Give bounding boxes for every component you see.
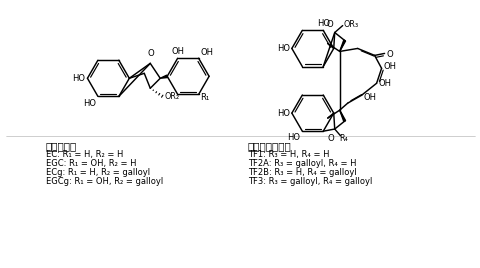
Text: カテキン類: カテキン類 xyxy=(46,141,77,151)
Text: OR₃: OR₃ xyxy=(343,20,358,29)
Text: HO: HO xyxy=(276,44,289,53)
Polygon shape xyxy=(339,110,345,121)
Text: TF2A: R₃ = galloyl, R₄ = H: TF2A: R₃ = galloyl, R₄ = H xyxy=(248,159,356,168)
Text: O: O xyxy=(147,49,154,58)
Text: HO: HO xyxy=(83,99,96,108)
Text: R₁: R₁ xyxy=(200,93,209,102)
Text: EC: R₁ = H, R₂ = H: EC: R₁ = H, R₂ = H xyxy=(46,150,123,159)
Text: TF1: R₃ = H, R₄ = H: TF1: R₃ = H, R₄ = H xyxy=(248,150,329,159)
Text: HO: HO xyxy=(287,133,300,142)
Text: HO: HO xyxy=(276,109,289,118)
Text: テアフラビン類: テアフラビン類 xyxy=(248,141,291,151)
Text: O: O xyxy=(326,20,333,29)
Text: TF3: R₃ = galloyl, R₄ = galloyl: TF3: R₃ = galloyl, R₄ = galloyl xyxy=(248,177,372,186)
Text: OH: OH xyxy=(363,93,376,102)
Text: HO: HO xyxy=(72,74,85,83)
Text: OR₂: OR₂ xyxy=(164,92,179,101)
Text: O: O xyxy=(386,50,393,59)
Polygon shape xyxy=(339,40,345,51)
Text: OH: OH xyxy=(171,47,184,56)
Text: R₄: R₄ xyxy=(339,135,348,143)
Text: OH: OH xyxy=(383,62,396,71)
Text: EGCg: R₁ = OH, R₂ = galloyl: EGCg: R₁ = OH, R₂ = galloyl xyxy=(46,177,162,186)
Text: OH: OH xyxy=(378,79,391,88)
Text: OH: OH xyxy=(200,48,213,57)
Text: ECg: R₁ = H, R₂ = galloyl: ECg: R₁ = H, R₂ = galloyl xyxy=(46,168,149,177)
Text: O: O xyxy=(327,134,334,143)
Text: EGC: R₁ = OH, R₂ = H: EGC: R₁ = OH, R₂ = H xyxy=(46,159,136,168)
Text: HO: HO xyxy=(316,19,329,28)
Polygon shape xyxy=(160,75,167,78)
Text: TF2B: R₃ = H, R₄ = galloyl: TF2B: R₃ = H, R₄ = galloyl xyxy=(248,168,356,177)
